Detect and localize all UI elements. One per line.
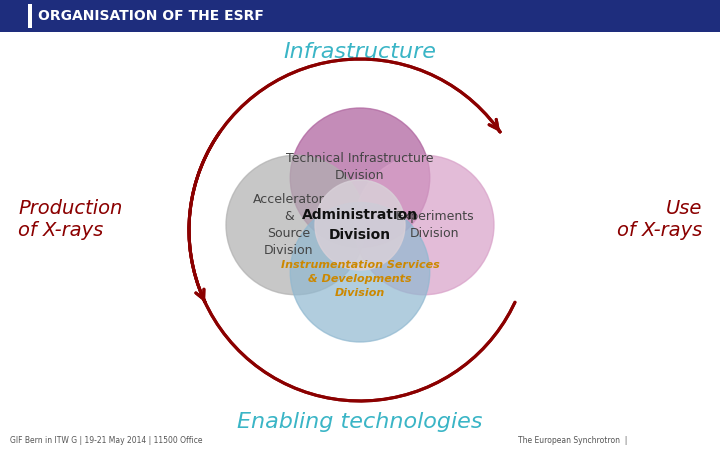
Text: Accelerator
&
Source
Division: Accelerator & Source Division xyxy=(253,193,325,257)
Text: ORGANISATION OF THE ESRF: ORGANISATION OF THE ESRF xyxy=(38,9,264,23)
Circle shape xyxy=(290,202,430,342)
Text: Administration
Division: Administration Division xyxy=(302,208,418,242)
Text: The European Synchrotron  |: The European Synchrotron | xyxy=(518,436,628,445)
Text: Use
of X-rays: Use of X-rays xyxy=(617,199,702,240)
Bar xyxy=(0,0,720,32)
Bar xyxy=(28,4,32,28)
Circle shape xyxy=(354,155,494,295)
Text: GIF Bern in ITW G | 19-21 May 2014 | 11500 Office: GIF Bern in ITW G | 19-21 May 2014 | 115… xyxy=(10,436,202,445)
Text: Instrumentation Services
& Developments
Division: Instrumentation Services & Developments … xyxy=(281,260,439,298)
Text: Infrastructure: Infrastructure xyxy=(284,42,436,62)
Text: Enabling technologies: Enabling technologies xyxy=(238,412,482,432)
Text: Experiments
Division: Experiments Division xyxy=(395,210,474,240)
Circle shape xyxy=(226,155,366,295)
Circle shape xyxy=(315,180,405,270)
Text: Technical Infrastructure
Division: Technical Infrastructure Division xyxy=(287,152,433,182)
Text: Production
of X-rays: Production of X-rays xyxy=(18,199,122,240)
Circle shape xyxy=(290,108,430,248)
